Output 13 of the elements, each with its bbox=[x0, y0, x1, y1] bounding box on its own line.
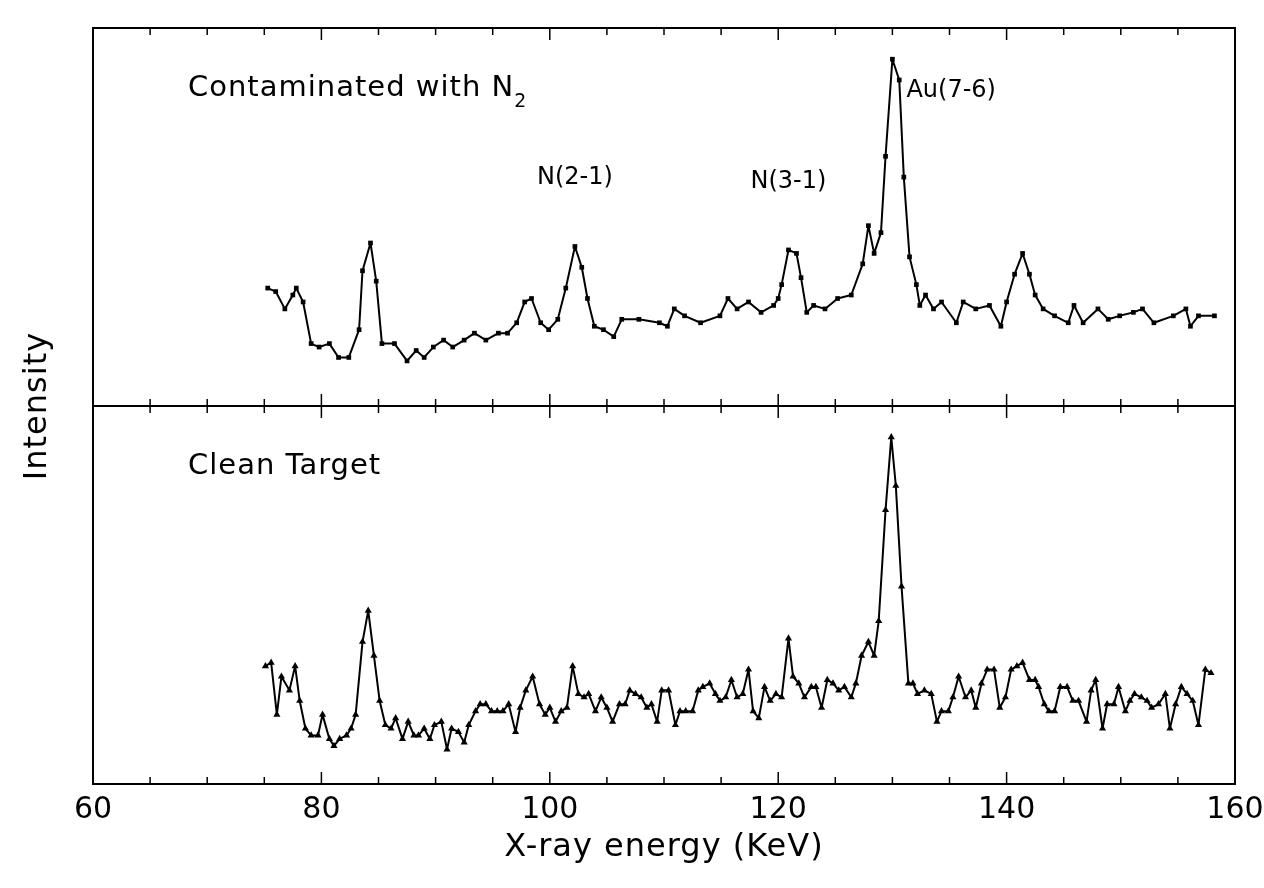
x-tick-label: 100 bbox=[521, 790, 579, 825]
x-axis-title: X-ray energy (KeV) bbox=[504, 826, 824, 864]
annotation: N(3-1) bbox=[750, 165, 827, 194]
annotation: N(2-1) bbox=[536, 162, 613, 191]
x-tick-label: 140 bbox=[977, 790, 1036, 825]
x-tick-label: 60 bbox=[73, 790, 113, 825]
y-axis-title: Intensity bbox=[16, 331, 54, 481]
x-tick-label: 80 bbox=[302, 790, 341, 825]
annotation: Clean Target bbox=[188, 447, 382, 481]
annotation: Contaminated with N$_{2}$ bbox=[188, 69, 528, 111]
x-tick-label: 120 bbox=[749, 790, 807, 825]
annotation: Au(7-6) bbox=[906, 75, 996, 104]
x-tick-label: 160 bbox=[1206, 790, 1264, 825]
